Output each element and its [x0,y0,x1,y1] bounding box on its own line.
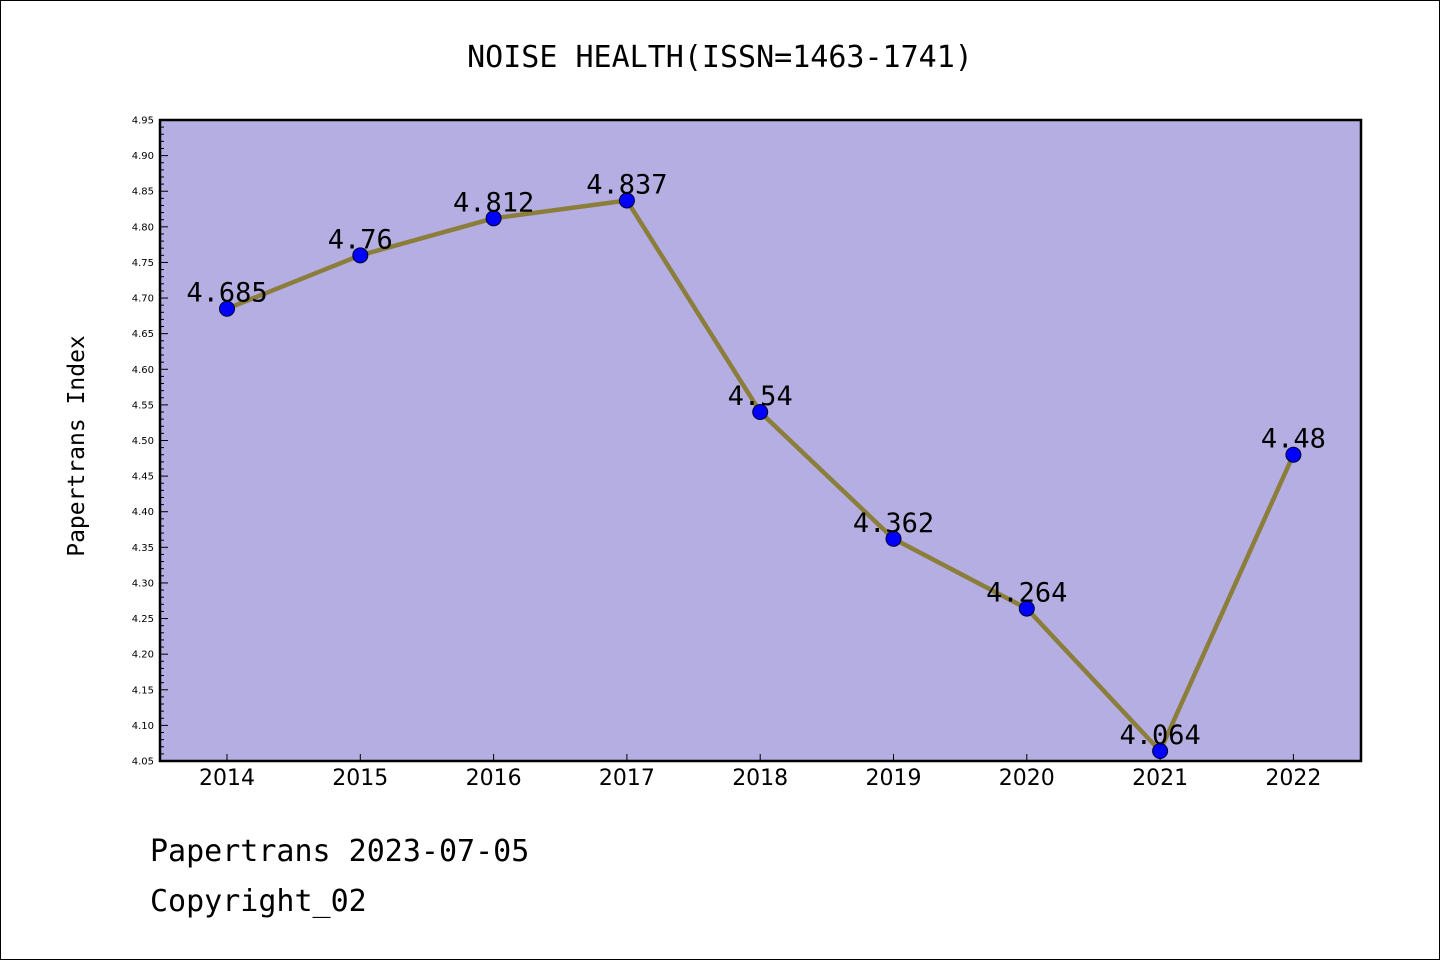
data-label: 4.685 [186,278,267,309]
y-tick-label: 4.30 [132,578,154,589]
data-point-2019 [885,530,902,547]
data-point-2020 [1018,600,1035,617]
data-labels: 4.685 4.76 4.812 4.837 4.54 4.362 4.264 4.064 4.… [186,169,1326,751]
x-tick-label: 2022 [1265,766,1321,791]
data-point-2018 [752,404,769,421]
data-point-2015 [352,247,369,264]
y-tick-label: 4.90 [132,151,154,162]
x-tick-label: 2019 [866,766,922,791]
y-tick-label: 4.85 [132,187,154,198]
footer-copyright: Copyright_02 [150,884,367,919]
x-tick-label: 2015 [332,766,388,791]
y-tick-label: 4.15 [132,685,154,696]
data-label: 4.837 [586,169,667,200]
series-markers [219,192,1302,760]
x-tick-label: 2021 [1132,766,1188,791]
y-tick-label: 4.20 [132,650,154,661]
data-point-2014 [219,300,235,317]
x-axis: 2014 2015 2016 2017 2018 2019 2020 2021 2022 [199,754,1321,791]
y-tick-label: 4.75 [132,258,154,269]
data-point-2022 [1285,446,1302,463]
y-tick-label: 4.70 [132,294,154,305]
x-tick-label: 2020 [999,766,1055,791]
y-tick-label: 4.25 [132,614,154,625]
x-tick-label: 2018 [732,766,788,791]
x-tick-label: 2017 [599,766,655,791]
y-tick-label: 4.10 [132,721,154,732]
data-label: 4.264 [986,578,1067,609]
footer-date: Papertrans 2023-07-05 [150,834,530,869]
y-tick-label: 4.95 [132,116,154,127]
data-label: 4.362 [853,508,934,539]
data-label: 4.76 [328,224,393,255]
y-tick-label: 4.40 [132,507,154,518]
data-label: 4.54 [728,381,793,412]
plot-area [158,118,1363,763]
data-label: 4.812 [453,187,534,218]
data-point-2017 [618,192,635,209]
y-axis-label: Papertrans Index [64,335,90,557]
y-axis: 4.05 4.10 4.15 4.20 4.25 4.30 4.35 4.40 4.45 4.50… [132,116,168,768]
chart-title: NOISE HEALTH(ISSN=1463-1741) [467,40,973,75]
data-label: 4.064 [1119,720,1200,751]
x-tick-label: 2014 [199,766,255,791]
data-label: 4.48 [1261,424,1326,455]
y-tick-label: 4.65 [132,329,154,340]
y-tick-label: 4.80 [132,222,154,233]
y-tick-label: 4.45 [132,472,154,483]
y-tick-label: 4.55 [132,400,154,411]
x-tick-label: 2016 [466,766,522,791]
y-tick-label: 4.35 [132,543,154,554]
data-point-2016 [485,210,502,227]
data-point-2021 [1152,743,1169,760]
y-tick-label: 4.50 [132,436,154,447]
y-tick-label: 4.60 [132,365,154,376]
y-tick-label: 4.05 [132,757,154,768]
